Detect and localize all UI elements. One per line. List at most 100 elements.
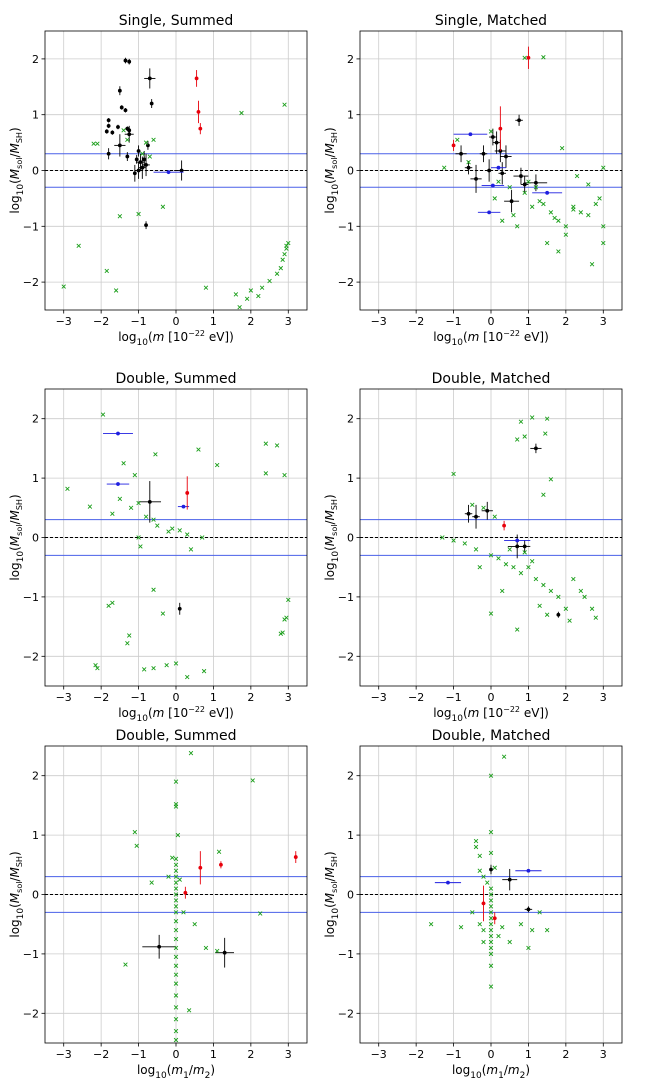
data-point-x [496,933,501,939]
x-axis-label: log10(m [10−22 eV]) [118,329,234,348]
data-point [136,149,141,153]
data-point-x [496,179,501,184]
data-point-x [280,630,285,635]
data-point-x [473,838,479,844]
data-point-x [181,910,186,915]
data-point-x [160,204,166,209]
data-point-x [477,853,482,859]
data-point-x [522,190,527,196]
data-point-x [274,271,280,276]
data-point-x [488,984,494,989]
data-point-x [488,921,494,927]
data-point-x [286,240,291,246]
data-point-x [492,865,497,870]
data-point-x [188,750,194,756]
data-point [534,446,538,451]
data-point-x [548,210,554,215]
data-point-x [518,921,524,927]
data-point-x [488,963,494,968]
data-point-x [173,886,179,891]
data-point-x [123,962,128,967]
data-point-x [128,505,134,511]
data-point-x [578,588,584,594]
data-point [489,867,493,872]
data-point-x [173,898,179,903]
chart-title: Double, Summed [115,371,236,387]
data-point-x [141,667,147,672]
data-point [125,154,130,159]
data-point-x [567,618,572,623]
data-point [198,865,203,870]
x-tick-label: −3 [371,1048,387,1061]
data-point-x [143,514,149,519]
data-point-x [488,910,494,915]
x-axis-label: log10(m1/m2) [452,1063,530,1081]
data-point-x [507,547,512,552]
data-point [140,165,145,170]
x-tick-label: 2 [247,1048,254,1061]
data-point-x [488,898,494,903]
data-point-x [458,924,464,930]
data-point-x [153,452,158,457]
data-point-x [485,880,490,885]
data-point [104,129,109,134]
y-axis-label: log10(Msol/MSH) [8,127,26,213]
x-tick-label: −1 [130,315,146,328]
data-point-x [556,249,561,254]
data-point-x [470,502,475,508]
data-point-x [488,933,494,939]
data-point-x [233,292,239,297]
data-point-x [537,603,542,609]
data-point-x [522,434,527,439]
x-tick-label: 3 [285,691,292,704]
data-point-x [140,151,145,156]
data-point-x [462,541,468,546]
data-point-x [518,419,524,424]
y-tick-label: 1 [347,472,354,485]
data-point-x [477,921,482,927]
data-point [146,143,150,148]
data-point-x [173,1037,179,1043]
y-axis-label-text: log10(Msol/MSH) [8,851,26,937]
data-point-x [488,829,494,835]
chart-title: Single, Summed [119,13,233,29]
y-tick-label: −2 [23,276,39,289]
y-tick-label: −1 [23,220,39,233]
data-point [492,916,497,921]
data-point [116,125,120,129]
data-point-x [548,588,554,594]
chart-panel: −3 −2 −1 0 1 2 3 −2 −1 0 1 2 Double, Matched log10(m1… [323,728,623,1081]
data-point-x [201,668,207,674]
data-point-x [173,880,179,885]
data-point [526,907,531,912]
data-point [515,538,520,543]
data-point-x [173,1017,179,1022]
data-point-x [518,570,524,576]
data-point-x [203,285,209,290]
data-point-x [500,588,505,594]
data-point-x [147,154,153,159]
data-point-x [61,284,66,289]
data-point [116,431,120,436]
data-point-x [541,492,546,497]
data-point [490,135,495,139]
data-point-x [492,196,497,201]
y-tick-label: 0 [32,532,39,545]
data-point-x [481,939,486,945]
x-tick-label: −2 [93,1048,109,1061]
y-tick-label: 0 [32,889,39,902]
data-point-x [151,517,156,522]
x-tick-label: −1 [445,315,461,328]
data-point [127,59,132,64]
data-point-x [173,954,179,960]
data-point [517,118,521,123]
data-point [487,168,492,173]
data-point-x [529,204,535,209]
x-tick-label: 1 [525,1048,532,1061]
data-point-x [507,185,512,190]
data-point-x [601,240,606,246]
data-point [556,612,561,617]
x-tick-label: −2 [408,691,424,704]
y-tick-label: 1 [32,472,39,485]
